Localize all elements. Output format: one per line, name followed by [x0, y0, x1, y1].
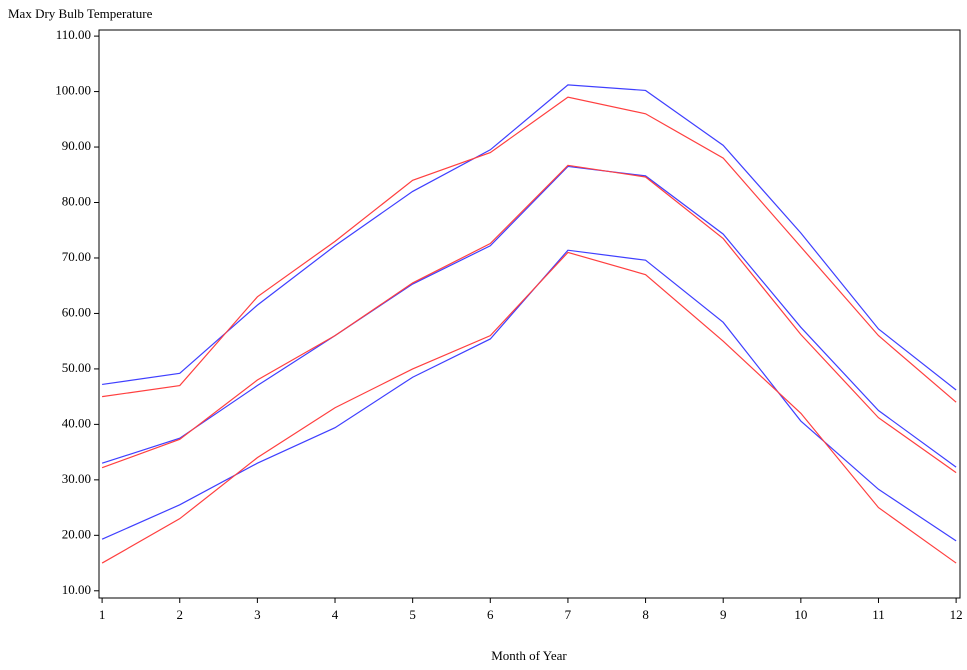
x-axis-label: Month of Year: [491, 648, 567, 663]
x-tick-label: 8: [642, 607, 649, 622]
x-tick-label: 10: [794, 607, 807, 622]
line: [101, 251, 957, 564]
y-tick-label: 10.00: [62, 582, 91, 597]
x-tick-label: 3: [254, 607, 261, 622]
line: [102, 84, 957, 391]
y-tick-label: 80.00: [62, 193, 91, 208]
x-tick-label: 2: [176, 607, 183, 622]
y-tick-label: 30.00: [62, 471, 91, 486]
y-tick-label: 100.00: [55, 83, 91, 98]
y-tick-label: 20.00: [62, 526, 91, 541]
plot-frame: [98, 29, 961, 599]
y-tick-label: 70.00: [62, 249, 91, 264]
x-tick-label: 4: [332, 607, 339, 622]
y-tick-label: 60.00: [62, 304, 91, 319]
line: [101, 165, 957, 468]
y-axis-label: Max Dry Bulb Temperature: [8, 6, 153, 21]
line: [101, 164, 957, 474]
y-tick-label: 50.00: [62, 360, 91, 375]
y-tick-label: 90.00: [62, 138, 91, 153]
x-tick-label: 5: [409, 607, 416, 622]
y-tick-label: 40.00: [62, 415, 91, 430]
x-tick-label: 6: [487, 607, 494, 622]
x-tick-label: 7: [565, 607, 572, 622]
x-tick-label: 12: [950, 607, 963, 622]
y-tick-label: 110.00: [56, 27, 91, 42]
line: [102, 96, 957, 403]
x-tick-label: 11: [872, 607, 885, 622]
x-tick-label: 9: [720, 607, 727, 622]
x-tick-label: 1: [99, 607, 106, 622]
